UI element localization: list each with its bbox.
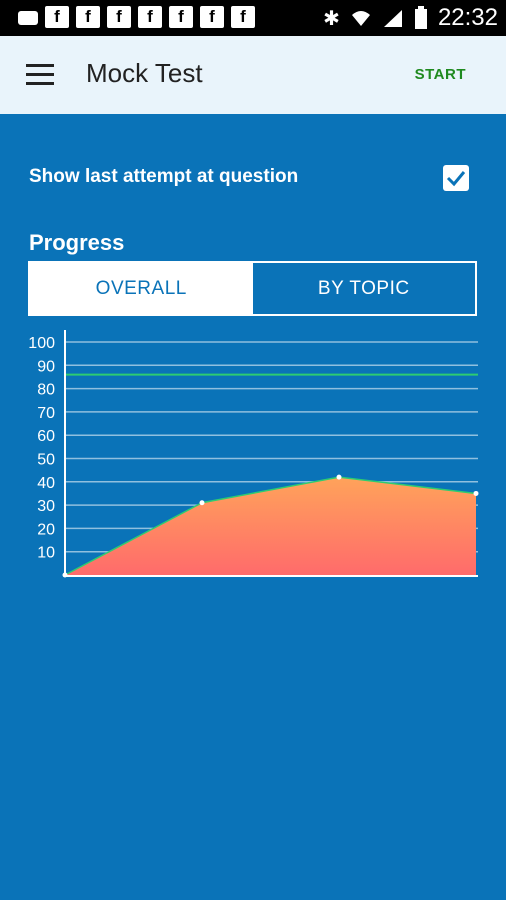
tab-overall[interactable]: OVERALL [30,263,253,314]
y-tick-label: 20 [37,521,55,538]
y-tick-label: 80 [37,382,55,399]
progress-area [65,477,476,575]
facebook-icon: f [107,6,131,28]
signal-icon [383,10,402,27]
progress-line [64,476,477,576]
data-point [473,490,479,496]
y-tick-label: 40 [37,475,55,492]
wifi-icon [351,11,370,26]
status-bar-notifications: f f f f f f f [18,6,255,28]
facebook-icon: f [76,6,100,28]
status-bar-system: ✱ 22:32 [323,4,498,32]
progress-tabs: OVERALL BY TOPIC [28,261,477,316]
facebook-icon: f [45,6,69,28]
y-tick-label: 30 [37,498,55,515]
app-bar: Mock Test START [0,36,506,114]
progress-title: Progress [29,230,125,255]
facebook-icon: f [138,6,162,28]
tab-by-topic[interactable]: BY TOPIC [252,263,475,314]
page-title: Mock Test [86,58,203,88]
y-axis-ticks: 10 20 30 40 50 60 70 80 90 100 [28,335,55,562]
notification-icon [18,11,38,25]
battery-icon [414,6,427,29]
facebook-icon: f [200,6,224,28]
facebook-icon: f [231,6,255,28]
menu-icon[interactable] [26,64,54,86]
chart-grid [65,341,478,553]
y-tick-label: 60 [37,428,55,445]
show-last-attempt-checkbox[interactable] [443,165,469,191]
show-last-attempt-label: Show last attempt at question [29,166,299,187]
clock: 22:32 [437,4,498,31]
y-tick-label: 10 [37,545,55,562]
data-point [199,500,205,506]
progress-chart: 10 20 30 40 50 60 70 80 90 100 [28,330,479,578]
data-point [336,474,342,480]
y-tick-label: 90 [37,358,55,375]
check-icon [446,171,466,187]
y-tick-label: 50 [37,452,55,469]
bluetooth-icon: ✱ [323,7,340,30]
facebook-icon: f [169,6,193,28]
y-tick-label: 100 [28,335,55,352]
y-tick-label: 70 [37,405,55,422]
status-bar: f f f f f f f ✱ 22:32 [0,0,506,36]
start-button[interactable]: START [414,66,466,83]
